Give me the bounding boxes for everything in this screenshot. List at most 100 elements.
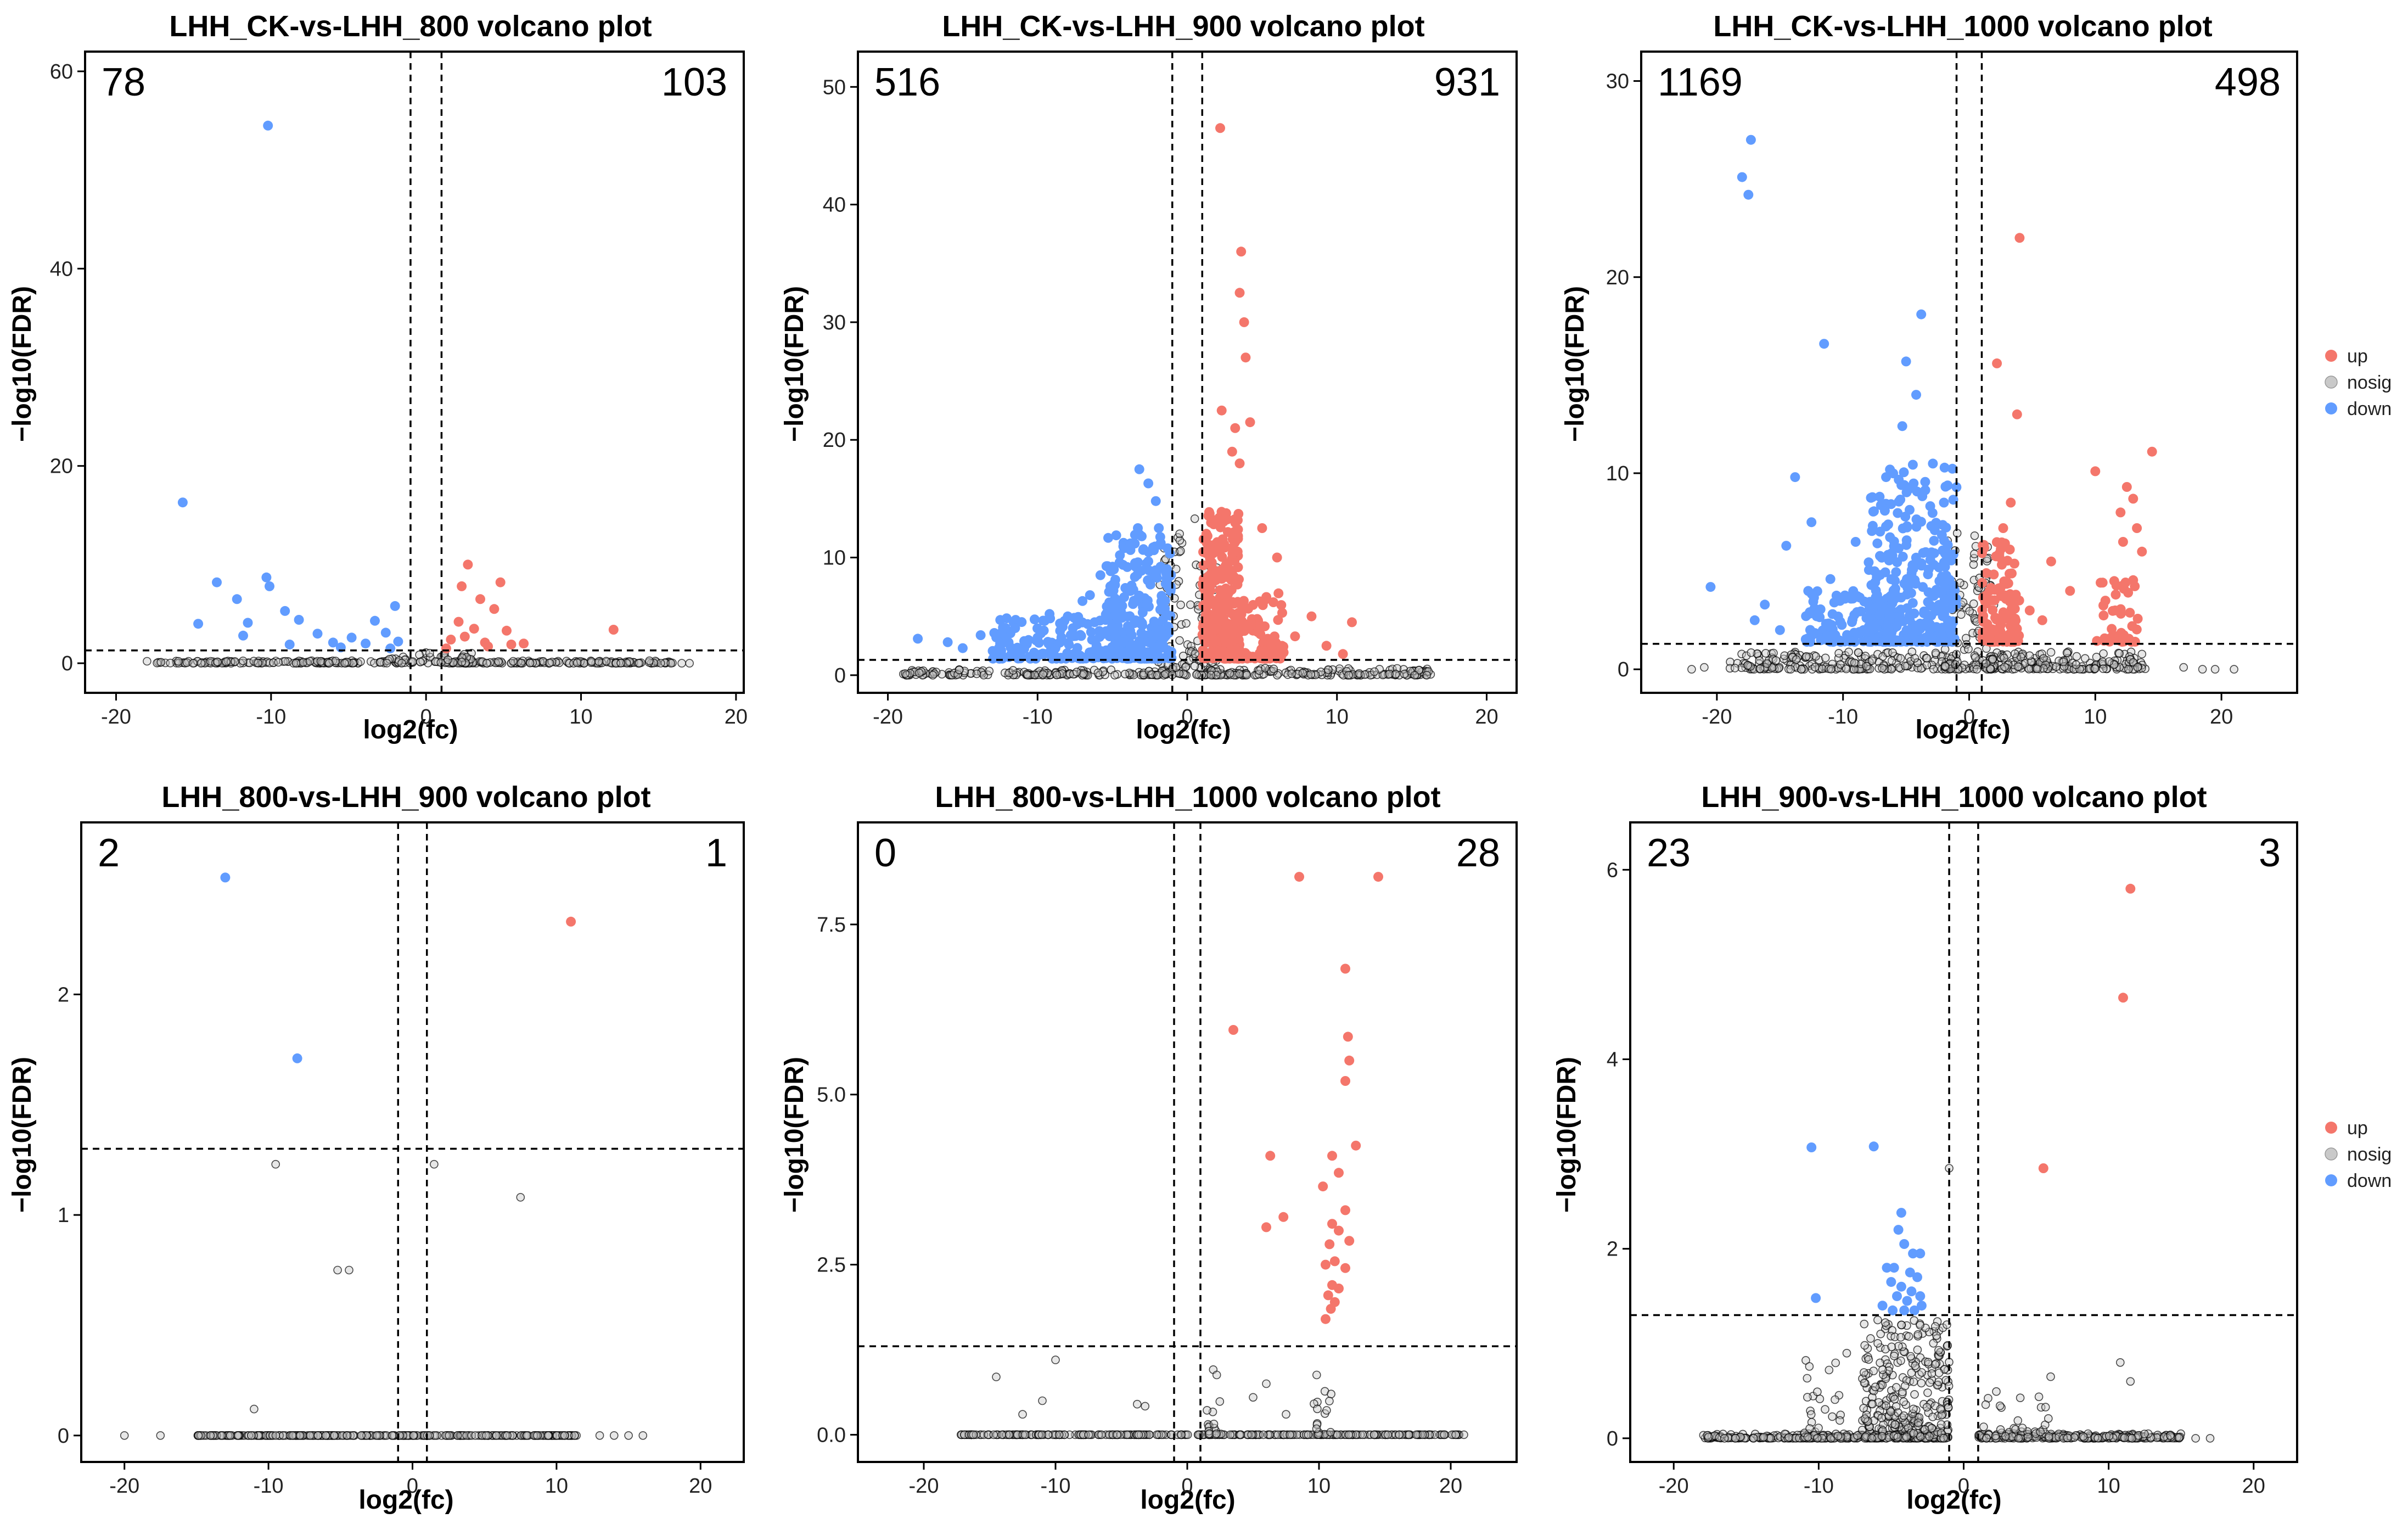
nosig-point	[2016, 1434, 2025, 1443]
nosig-point	[398, 1431, 408, 1440]
x-tick-label: 20	[689, 1475, 712, 1498]
nosig-point	[2104, 1431, 2114, 1441]
down-point	[1705, 582, 1716, 592]
nosig-point	[1736, 1432, 1745, 1442]
nosig-point	[1020, 1430, 1030, 1439]
nosig-point	[397, 659, 406, 668]
nosig-point	[2039, 664, 2048, 673]
nosig-point	[1995, 1401, 2005, 1410]
up-point	[502, 625, 512, 636]
y-tick-label: 30	[1606, 70, 1629, 93]
nosig-point	[1802, 652, 1811, 661]
down-point	[1119, 647, 1129, 658]
nosig-point	[430, 1159, 439, 1169]
nosig-point	[2025, 651, 2034, 660]
up-point	[1241, 352, 1251, 363]
up-point	[1255, 629, 1266, 640]
x-tick-label: 10	[1326, 705, 1349, 729]
up-point	[2098, 610, 2109, 621]
nosig-point	[2014, 1434, 2023, 1443]
nosig-point	[1957, 610, 1966, 619]
down-point	[1073, 653, 1084, 664]
nosig-point	[471, 1431, 480, 1440]
nosig-point	[1868, 1399, 1877, 1409]
nosig-point	[345, 1265, 353, 1275]
x-tick-label: 20	[1475, 705, 1498, 729]
nosig-point	[1878, 1432, 1887, 1441]
up-point	[1199, 581, 1210, 591]
nosig-point	[1212, 1429, 1221, 1438]
nosig-point	[503, 1431, 512, 1440]
up-point	[1259, 645, 1269, 655]
nosig-point	[1226, 1430, 1234, 1439]
up-point	[1989, 569, 1999, 580]
down-point	[1072, 643, 1082, 653]
x-tick-label: 10	[2097, 1475, 2120, 1498]
nosig-point	[1924, 1358, 1933, 1366]
up-point	[1227, 567, 1237, 577]
down-point	[1901, 535, 1912, 546]
nosig-point	[1890, 1420, 1900, 1429]
nosig-point	[2084, 1429, 2092, 1438]
down-point	[1890, 576, 1900, 586]
down-point	[1806, 517, 1817, 528]
nosig-point	[2230, 665, 2238, 674]
x-tick-label: 0	[420, 705, 432, 729]
down-point	[1951, 482, 1962, 492]
down-point	[1915, 1291, 1926, 1301]
up-point	[2005, 569, 2014, 579]
nosig-point	[1850, 658, 1859, 668]
nosig-point	[349, 1431, 358, 1440]
nosig-point	[1031, 1430, 1041, 1439]
down-point	[1916, 1301, 1927, 1311]
down-point	[1040, 615, 1050, 626]
nosig-point	[645, 656, 654, 665]
nosig-point	[271, 1159, 280, 1169]
legend-up-swatch	[2325, 1122, 2337, 1134]
nosig-point	[1120, 670, 1130, 679]
y-tick-label: 2.5	[817, 1254, 846, 1277]
nosig-point	[1904, 1332, 1913, 1341]
panel-title: LHH_900-vs-LHH_1000 volcano plot	[1701, 781, 2207, 814]
down-point	[1829, 597, 1839, 608]
nosig-point	[253, 658, 262, 668]
nosig-point	[1910, 1390, 1919, 1399]
nosig-point	[1828, 1412, 1837, 1421]
nosig-point	[217, 1431, 227, 1440]
nosig-point	[357, 1431, 366, 1440]
up-point	[2125, 883, 2136, 894]
down-point	[1029, 614, 1040, 625]
nosig-point	[1933, 1317, 1942, 1326]
up-point	[2006, 608, 2016, 619]
nosig-point	[2179, 663, 2188, 672]
down-point	[1749, 615, 1760, 625]
up-point	[1219, 653, 1230, 664]
down-point	[1819, 339, 1829, 349]
down-point	[1091, 640, 1102, 651]
nosig-point	[1731, 1433, 1740, 1443]
nosig-point	[1877, 1414, 1886, 1422]
nosig-point	[1842, 664, 1851, 674]
nosig-point	[1923, 1388, 1932, 1397]
down-point	[1815, 604, 1826, 614]
nosig-point	[953, 670, 962, 679]
down-point	[1925, 554, 1935, 565]
nosig-point	[677, 659, 686, 668]
up-point	[1982, 598, 1991, 609]
y-tick-label: 2	[1607, 1238, 1618, 1261]
volcano-panel-ck-vs-900: LHH_CK-vs-LHH_900 volcano plot log2(fc) …	[780, 10, 1518, 744]
nosig-point	[1383, 1430, 1393, 1439]
nosig-point	[616, 659, 625, 668]
up-point	[1321, 641, 1332, 651]
legend-top: up nosig down	[2325, 346, 2392, 419]
nosig-point	[1759, 1432, 1769, 1442]
nosig-point	[445, 1431, 454, 1440]
plot-frame	[84, 51, 745, 694]
up-point	[1273, 588, 1284, 598]
y-tick-label: 0	[1607, 1427, 1618, 1450]
up-point	[1221, 508, 1231, 518]
nosig-point	[1344, 670, 1353, 680]
up-point	[2121, 482, 2132, 492]
nosig-point	[249, 657, 259, 665]
y-tick-label: 4	[1607, 1048, 1618, 1071]
